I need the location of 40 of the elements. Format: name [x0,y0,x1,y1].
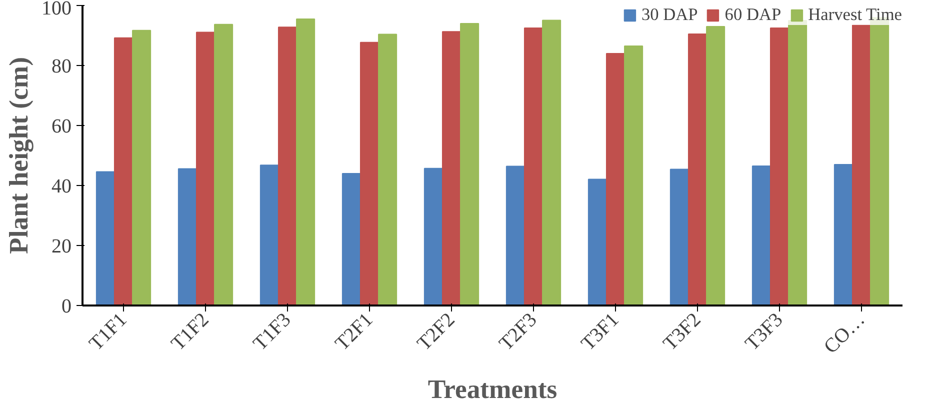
bar [506,166,525,306]
x-axis-title: Treatments [428,374,558,404]
bar [670,168,689,306]
y-tick-label: 100 [42,0,72,20]
y-tick-label: 20 [52,236,72,258]
y-tick-label: 60 [52,116,72,138]
bar [588,178,607,306]
y-tick-label: 40 [52,176,72,198]
bar [342,173,361,306]
y-tick-label: 0 [62,296,72,318]
bar [424,168,443,306]
bar [260,164,279,306]
bar [360,42,380,306]
bar [132,30,152,306]
bar [378,34,398,306]
y-tick-label: 80 [52,56,72,78]
legend-label: Harvest Time [808,5,902,25]
y-axis-title: Plant height (cm) [4,57,34,254]
x-tick-label: CO… [820,308,870,358]
bar [770,28,790,306]
bar [852,24,872,306]
bar [834,164,853,306]
bar [178,168,197,306]
bar [606,53,626,306]
bar [196,32,216,306]
bar [752,166,771,306]
bar [278,26,298,306]
bar [460,23,480,306]
bar [114,37,134,306]
bar [688,34,708,306]
bar [524,28,544,306]
bar [542,20,562,306]
bar [296,18,316,306]
bar [214,24,234,306]
bar [624,46,644,306]
legend-label: 30 DAP [641,5,698,25]
bar [442,31,462,306]
bar [706,26,726,306]
legend-label: 60 DAP [724,5,782,25]
bar [96,171,115,306]
